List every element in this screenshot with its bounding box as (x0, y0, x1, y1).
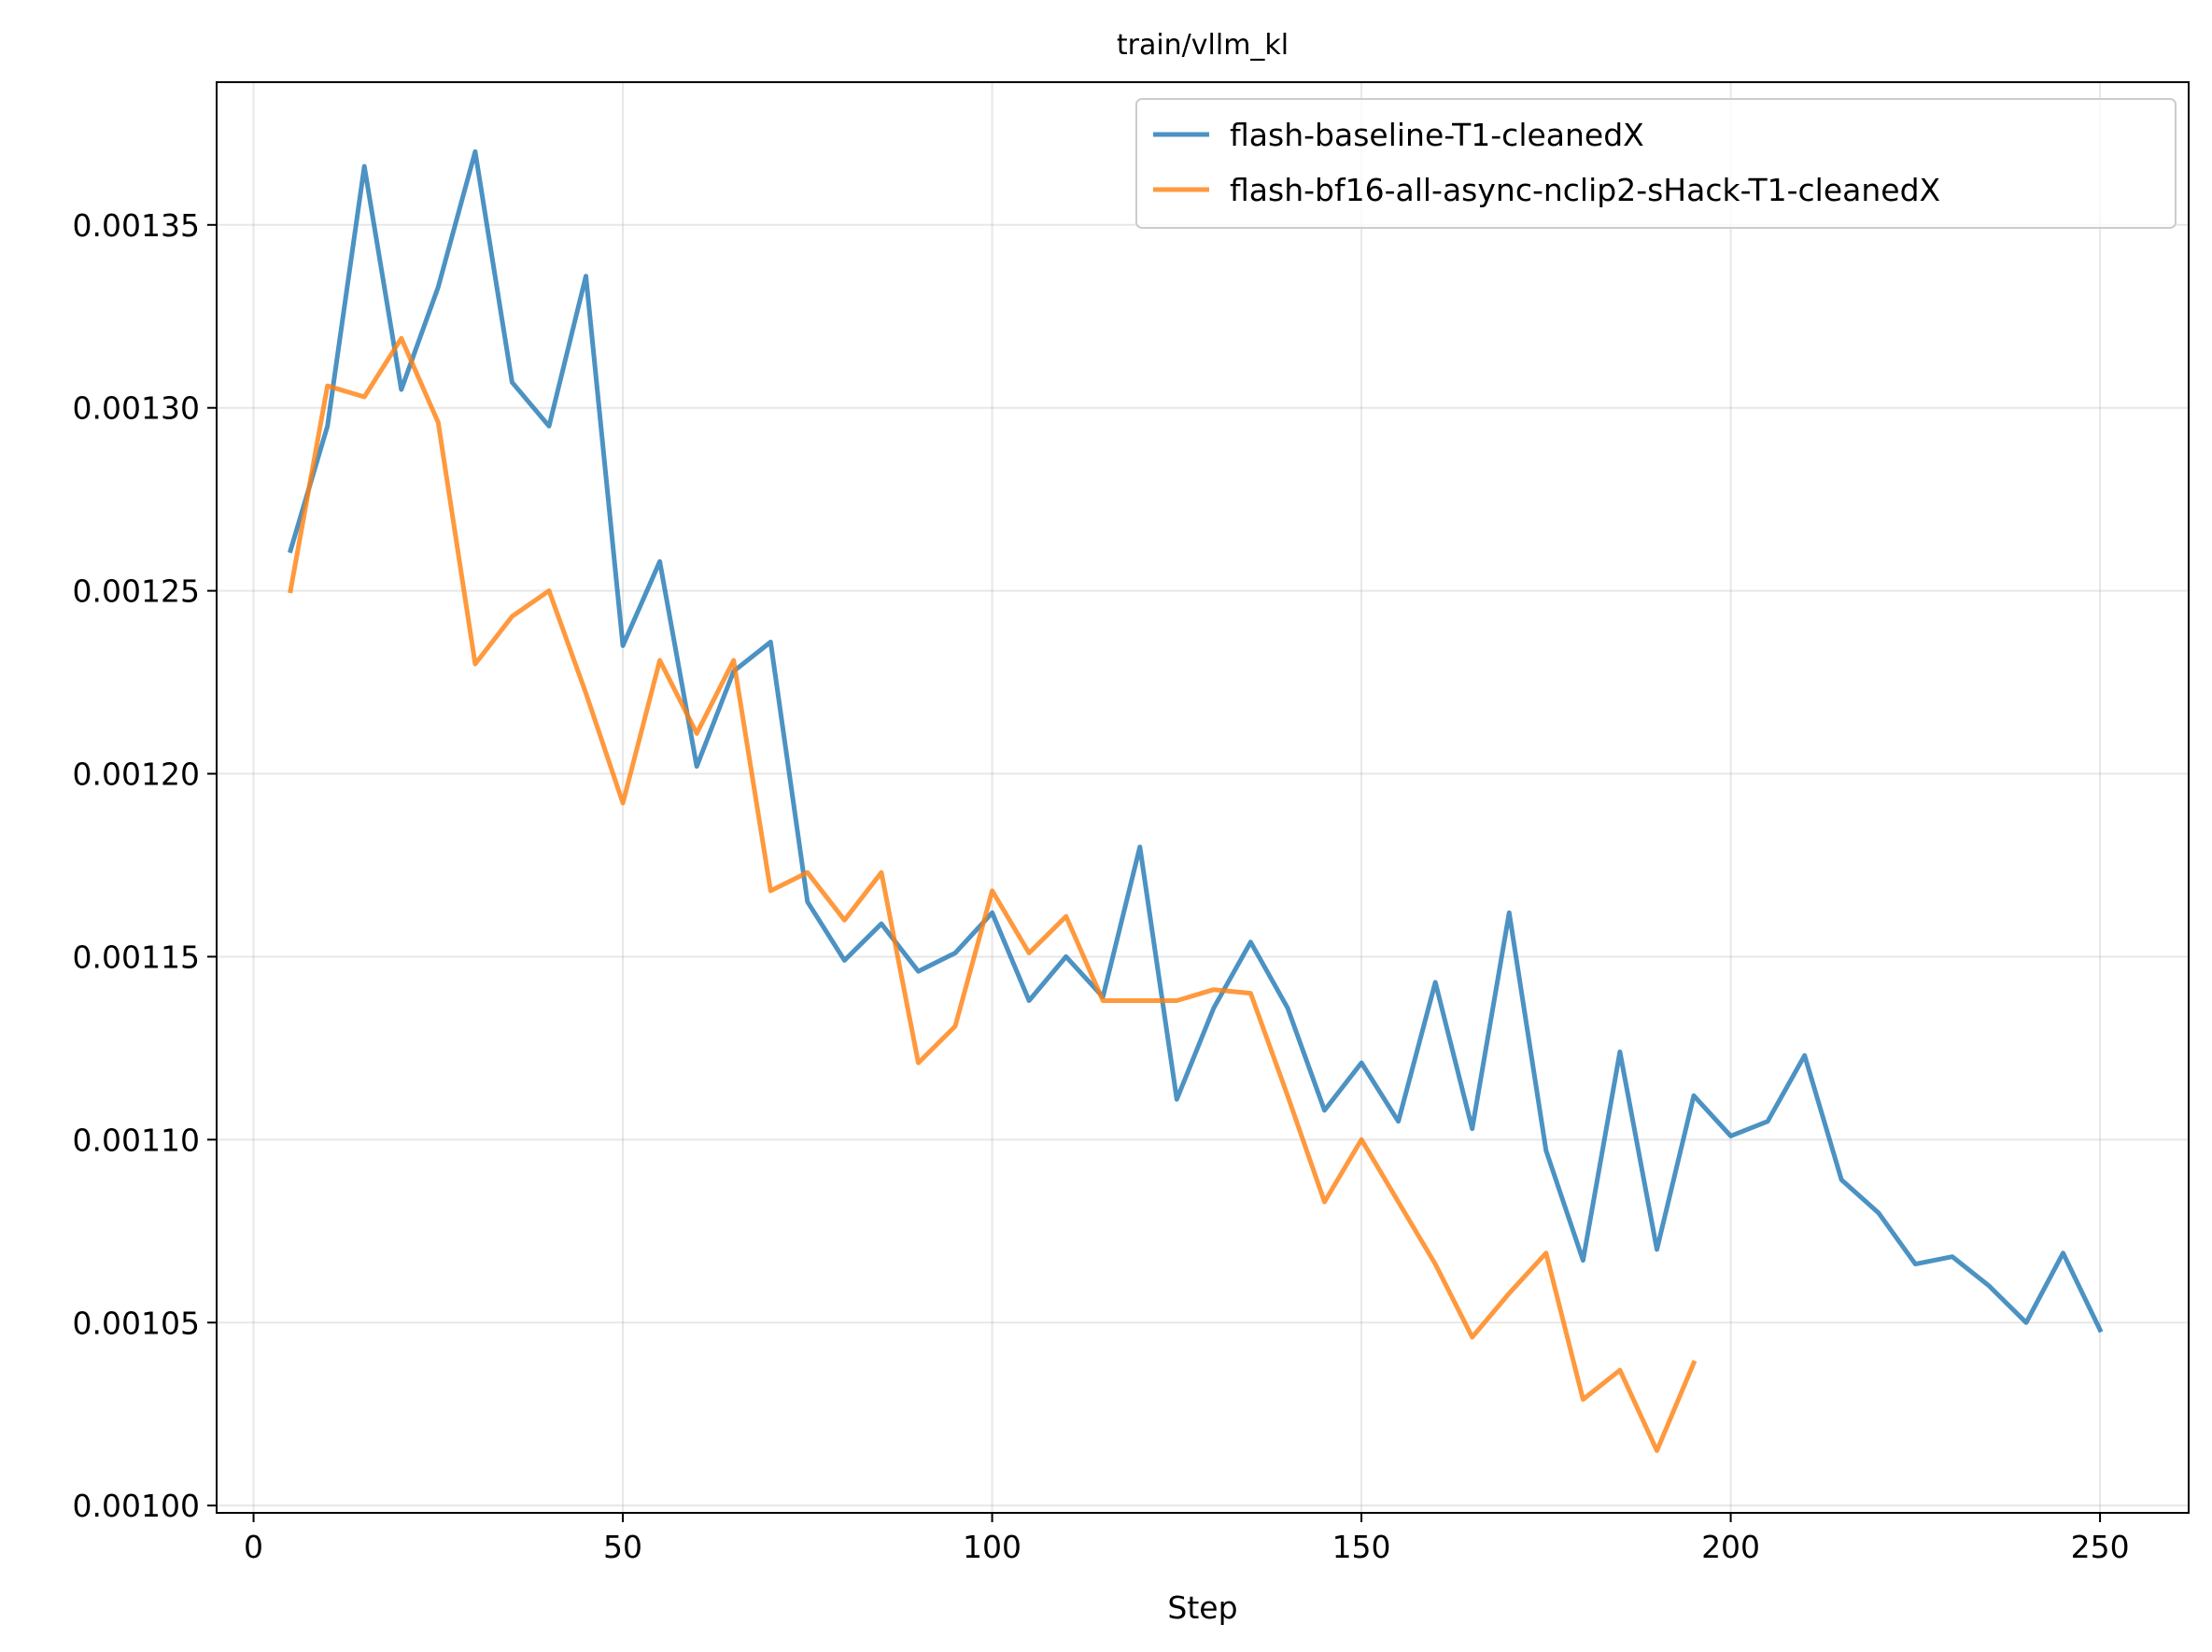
series-lines (287, 148, 2104, 1453)
y-tick-label: 0.00110 (73, 1122, 200, 1158)
x-axis-label: Step (1167, 1589, 1237, 1626)
x-tick-label: 250 (2071, 1529, 2130, 1565)
series-line-2 (288, 335, 1698, 1453)
y-tick-label: 0.00120 (73, 756, 200, 793)
legend: flash-baseline-T1-cleanedX flash-bf16-all… (1135, 98, 2177, 229)
y-tick-label: 0.00125 (73, 573, 200, 610)
x-tick-label: 100 (963, 1529, 1021, 1565)
y-tick-label: 0.00130 (73, 390, 200, 427)
x-tick-label: 150 (1332, 1529, 1391, 1565)
chart-title: train/vllm_kl (1117, 29, 1289, 62)
legend-label-1: flash-baseline-T1-cleanedX (1230, 117, 1644, 153)
y-tick-label: 0.00115 (73, 939, 200, 975)
y-tick-label: 0.00135 (73, 207, 200, 244)
y-tick-label: 0.00105 (73, 1305, 200, 1341)
x-tick-label: 50 (603, 1529, 642, 1565)
legend-label-2: flash-bf16-all-async-nclip2-sHack-T1-cle… (1230, 172, 1940, 208)
plot-frame (216, 81, 2190, 1514)
x-tick-label: 200 (1701, 1529, 1760, 1565)
series-line-1 (287, 148, 2104, 1334)
x-tick-label: 0 (244, 1529, 263, 1565)
axis-ticks: 0 50 100 150 200 250 0.00100 0.00105 0.00110 0.00… (73, 207, 2130, 1565)
legend-box (1135, 98, 2177, 229)
y-tick-label: 0.00100 (73, 1488, 200, 1524)
